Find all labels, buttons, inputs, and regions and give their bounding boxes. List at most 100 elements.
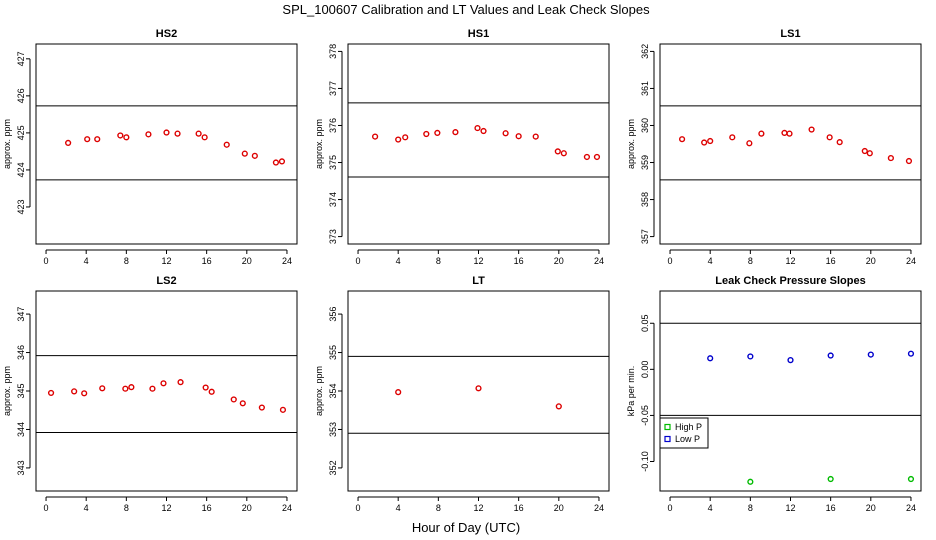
series-1 bbox=[372, 124, 601, 161]
series-1 bbox=[65, 129, 286, 166]
y-axis-label: kPa per min. bbox=[626, 366, 636, 417]
data-point bbox=[678, 136, 686, 143]
x-tick-label: 16 bbox=[826, 503, 836, 513]
data-point bbox=[84, 136, 91, 143]
data-point bbox=[423, 130, 430, 138]
data-point bbox=[747, 478, 754, 485]
x-tick-label: 20 bbox=[866, 256, 876, 266]
y-tick-label: 376 bbox=[328, 118, 338, 133]
data-point bbox=[758, 130, 765, 137]
data-point bbox=[81, 390, 88, 397]
y-tick-label: 354 bbox=[328, 383, 338, 398]
data-point bbox=[174, 130, 181, 137]
data-point bbox=[583, 153, 591, 161]
y-tick-label: 362 bbox=[640, 44, 650, 59]
x-tick-label: 4 bbox=[84, 256, 89, 266]
data-point bbox=[272, 159, 280, 166]
data-point bbox=[145, 131, 152, 138]
x-tick-label: 16 bbox=[514, 503, 524, 513]
panel-title: Leak Check Pressure Slopes bbox=[715, 275, 865, 287]
y-tick-label: 373 bbox=[328, 229, 338, 244]
panel-title: LS2 bbox=[156, 275, 176, 287]
data-point bbox=[827, 475, 834, 483]
data-point bbox=[434, 129, 441, 136]
plot-frame bbox=[35, 290, 298, 492]
data-point bbox=[163, 129, 170, 136]
x-tick-label: 0 bbox=[668, 503, 673, 513]
data-point bbox=[707, 137, 714, 145]
x-tick-label: 24 bbox=[594, 256, 604, 266]
x-tick-label: 4 bbox=[396, 503, 401, 513]
data-point bbox=[836, 139, 843, 146]
data-point bbox=[555, 403, 562, 410]
x-axis: 0 4 8 12 16 20 24 bbox=[356, 496, 604, 513]
x-axis: 0 4 8 12 16 20 24 bbox=[44, 249, 292, 266]
y-tick-label: -0.10 bbox=[640, 451, 650, 472]
y-tick-label: 423 bbox=[16, 199, 26, 214]
data-point bbox=[747, 353, 754, 360]
data-point bbox=[239, 400, 246, 407]
x-tick-label: 16 bbox=[826, 256, 836, 266]
data-point bbox=[532, 133, 539, 140]
data-point bbox=[781, 129, 788, 136]
data-point bbox=[71, 388, 78, 395]
x-tick-label: 4 bbox=[84, 503, 89, 513]
x-tick-label: 16 bbox=[202, 503, 212, 513]
panel-4: LS2 0 4 8 12 16 20 24 343 344 345 346 347 approx. ppm bbox=[2, 275, 298, 513]
x-tick-label: 20 bbox=[242, 503, 252, 513]
data-point bbox=[230, 396, 237, 403]
series-1 bbox=[678, 126, 913, 165]
data-point bbox=[258, 404, 265, 411]
data-point bbox=[160, 380, 167, 387]
panel-5: LT 0 4 8 12 16 20 24 352 353 354 355 356 approx. ppm bbox=[314, 275, 610, 513]
x-tick-label: 24 bbox=[906, 503, 916, 513]
x-tick-label: 8 bbox=[436, 256, 441, 266]
x-tick-label: 0 bbox=[356, 256, 361, 266]
x-tick-label: 16 bbox=[202, 256, 212, 266]
panel-title: LS1 bbox=[780, 28, 800, 40]
data-point bbox=[907, 475, 915, 483]
y-tick-label: -0.05 bbox=[640, 405, 650, 426]
data-point bbox=[149, 385, 156, 392]
data-point bbox=[117, 132, 124, 139]
data-point bbox=[372, 133, 379, 140]
x-axis: 0 4 8 12 16 20 24 bbox=[668, 249, 916, 266]
y-tick-label: 357 bbox=[640, 229, 650, 244]
data-point bbox=[177, 379, 184, 386]
x-tick-label: 24 bbox=[282, 503, 292, 513]
y-axis-label: approx. ppm bbox=[314, 119, 324, 169]
y-tick-label: 378 bbox=[328, 44, 338, 59]
x-tick-label: 4 bbox=[396, 256, 401, 266]
data-point bbox=[395, 136, 402, 143]
y-axis: 352 353 354 355 356 bbox=[328, 307, 343, 475]
data-point bbox=[195, 130, 202, 137]
data-point bbox=[560, 150, 567, 157]
y-tick-label: 427 bbox=[16, 51, 26, 66]
data-point bbox=[866, 150, 873, 157]
x-axis: 0 4 8 12 16 20 24 bbox=[668, 496, 916, 513]
plot-frame bbox=[347, 43, 610, 245]
data-point bbox=[827, 352, 834, 359]
data-point bbox=[223, 141, 230, 148]
series-2 bbox=[707, 350, 915, 364]
y-axis-label: approx. ppm bbox=[626, 119, 636, 169]
panel-title: LT bbox=[472, 275, 485, 287]
y-tick-label: 358 bbox=[640, 192, 650, 207]
data-point bbox=[202, 384, 209, 391]
legend: High P Low P bbox=[659, 417, 709, 449]
data-point bbox=[65, 139, 72, 146]
x-tick-label: 0 bbox=[44, 503, 49, 513]
y-tick-label: 343 bbox=[16, 460, 26, 475]
plot-frame bbox=[35, 43, 298, 245]
y-tick-label: 375 bbox=[328, 155, 338, 170]
panel-6: Leak Check Pressure Slopes 0 4 8 12 16 20 24 -0.… bbox=[626, 275, 922, 513]
y-axis: 373 374 375 376 377 378 bbox=[328, 44, 343, 244]
data-point bbox=[861, 147, 868, 155]
data-point bbox=[480, 127, 487, 135]
data-point bbox=[729, 134, 736, 141]
y-tick-label: 424 bbox=[16, 162, 26, 177]
x-tick-label: 4 bbox=[708, 256, 713, 266]
y-tick-label: 345 bbox=[16, 383, 26, 398]
x-tick-label: 12 bbox=[785, 503, 795, 513]
